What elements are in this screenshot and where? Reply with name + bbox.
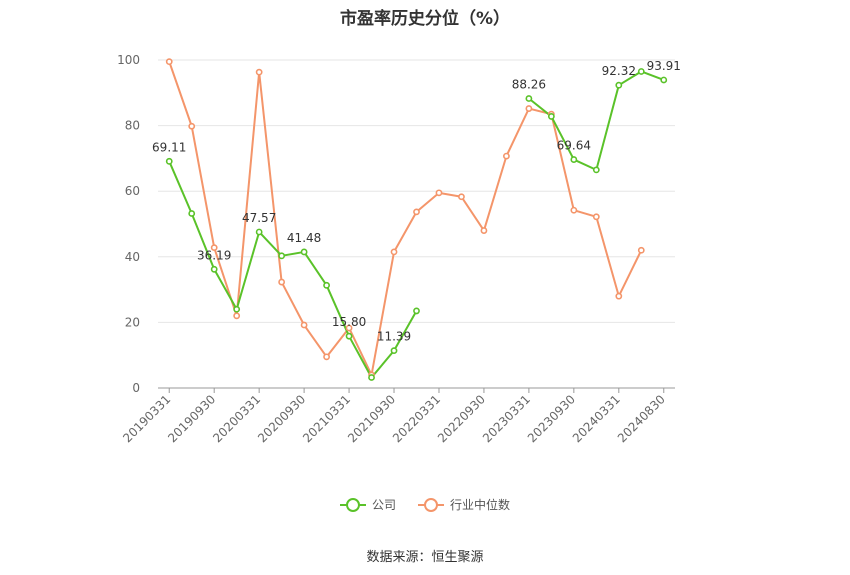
legend-item-industry[interactable]: 行业中位数 xyxy=(418,496,510,513)
data-label-company-20200930: 41.48 xyxy=(287,231,321,245)
point-company-20240331 xyxy=(615,81,623,89)
data-label-company-20210331: 15.80 xyxy=(332,315,366,329)
point-company-20191231 xyxy=(233,305,241,313)
point-company-20240630 xyxy=(637,68,645,75)
point-company-20240830 xyxy=(660,76,668,84)
grid-lines xyxy=(158,59,675,323)
legend-dot-company xyxy=(345,497,360,512)
x-tick-label-20190331: 20190331 xyxy=(120,392,173,445)
point-industry-20240331 xyxy=(615,292,623,300)
point-industry-20190331 xyxy=(165,58,173,66)
x-tick-label-20240331: 20240331 xyxy=(570,392,623,445)
point-industry-20221231 xyxy=(503,152,510,160)
data-label-company-20200331: 47.57 xyxy=(242,211,276,225)
x-tick-label-20200331: 20200331 xyxy=(210,392,263,445)
x-tick-label-20190930: 20190930 xyxy=(165,392,218,445)
data-label-company-20240830: 93.91 xyxy=(647,59,681,73)
x-tick-label-20230331: 20230331 xyxy=(480,392,533,445)
legend-label-industry: 行业中位数 xyxy=(450,498,511,512)
point-industry-20231231 xyxy=(592,213,600,221)
data-label-company-20230331: 88.26 xyxy=(512,78,546,92)
x-tick-label-20220331: 20220331 xyxy=(390,392,443,445)
legend-marker-industry xyxy=(418,497,444,513)
x-tick-label-20210930: 20210930 xyxy=(345,392,398,445)
legend-label-company: 公司 xyxy=(371,498,396,512)
y-tick-label-40: 40 xyxy=(125,250,140,264)
point-company-20190331 xyxy=(165,157,173,165)
point-company-20210630 xyxy=(368,374,375,381)
point-company-20190930 xyxy=(210,265,218,273)
legend: 公司 行业中位数 xyxy=(0,496,850,513)
point-industry-20230331 xyxy=(525,105,533,112)
data-label-company-20230930: 69.64 xyxy=(557,139,591,153)
point-industry-20220630 xyxy=(458,193,465,201)
point-industry-20190630 xyxy=(188,122,196,130)
legend-item-company[interactable]: 公司 xyxy=(339,496,396,513)
x-tick-label-20230930: 20230930 xyxy=(525,392,578,445)
y-tick-label-100: 100 xyxy=(117,53,140,67)
point-industry-20201231 xyxy=(323,353,330,361)
series-line-company-1 xyxy=(528,70,665,171)
point-company-20200930 xyxy=(300,248,308,256)
point-company-20200331 xyxy=(255,228,263,236)
data-labels: 69.11 36.19 47.57 41.48 15.80 11.39 88.26 69.64… xyxy=(152,59,681,344)
point-industry-20210331 xyxy=(345,324,353,332)
point-industry-20220331 xyxy=(435,189,443,197)
data-label-company-20190331: 69.11 xyxy=(152,140,186,154)
point-company-20201231 xyxy=(323,281,330,289)
point-company-20231231 xyxy=(592,166,600,174)
point-industry-20240630 xyxy=(637,246,645,254)
point-company-20200630 xyxy=(278,252,286,260)
y-tick-label-60: 60 xyxy=(125,184,140,198)
series-line-industry-0 xyxy=(168,61,643,376)
point-industry-20190930 xyxy=(210,244,218,252)
y-tick-label-20: 20 xyxy=(125,315,140,329)
data-label-company-20240331: 92.32 xyxy=(602,64,636,78)
point-industry-20191231 xyxy=(233,312,241,320)
point-company-20210331 xyxy=(345,332,353,340)
legend-marker-company xyxy=(339,497,366,513)
point-industry-20210930 xyxy=(390,248,398,256)
series-points xyxy=(165,58,668,381)
data-source: 数据来源：恒生聚源 xyxy=(366,550,484,565)
point-industry-20220930 xyxy=(480,227,488,234)
point-industry-20230930 xyxy=(570,206,578,214)
point-industry-20200930 xyxy=(300,321,308,329)
data-label-company-20210930: 11.39 xyxy=(377,330,411,344)
point-company-20230331 xyxy=(525,95,533,102)
point-company-20230930 xyxy=(570,156,578,163)
series-line-company-0 xyxy=(168,160,418,379)
legend-dot-industry xyxy=(424,497,438,512)
data-label-company-20190930: 36.19 xyxy=(197,248,231,262)
point-company-20210930 xyxy=(390,347,398,355)
x-tick-label-20220930: 20220930 xyxy=(435,392,488,445)
y-tick-label-0: 0 xyxy=(132,381,140,395)
point-industry-20200331 xyxy=(255,68,263,76)
point-company-20190630 xyxy=(188,210,196,217)
point-company-20211231 xyxy=(413,307,420,315)
x-tick-label-20240830: 20240830 xyxy=(615,392,668,445)
y-tick-label-80: 80 xyxy=(125,119,140,133)
point-industry-20200630 xyxy=(278,278,286,286)
x-tick-label-20200930: 20200930 xyxy=(255,392,308,445)
x-tick-label-20210331: 20210331 xyxy=(300,392,353,445)
point-company-20230630 xyxy=(547,113,555,120)
chart-title: 市盈率历史分位（%） xyxy=(339,9,511,29)
point-industry-20211231 xyxy=(413,208,420,216)
